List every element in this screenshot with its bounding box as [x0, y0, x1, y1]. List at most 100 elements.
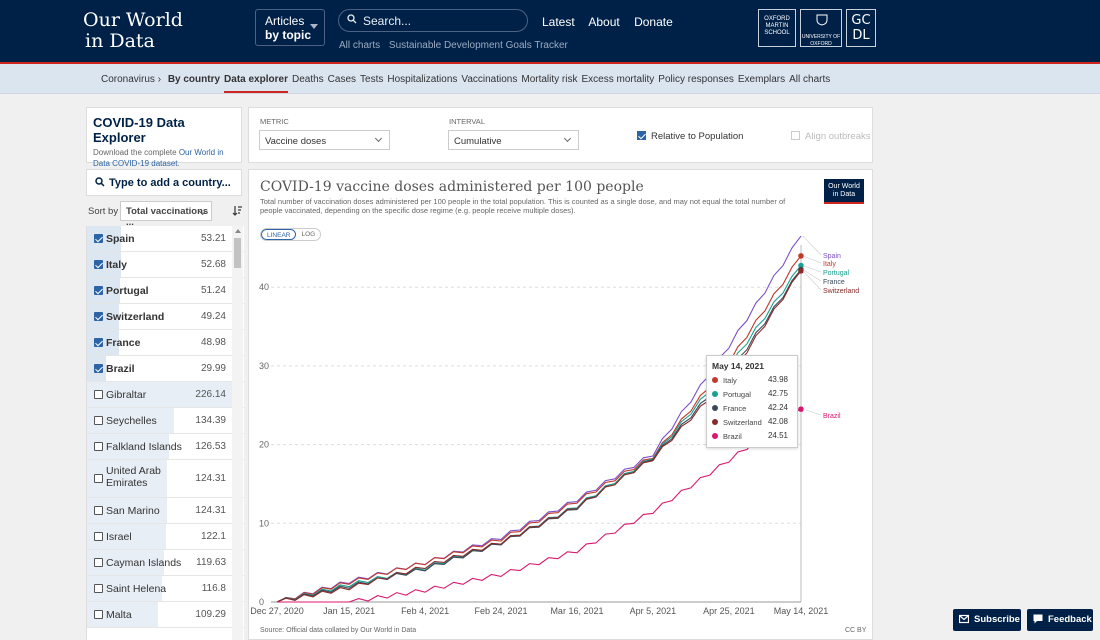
tooltip-series-name: Portugal — [723, 390, 751, 399]
country-name: Saint Helena — [106, 583, 167, 595]
checkbox-checked-icon[interactable] — [94, 286, 103, 295]
nav-about[interactable]: About — [588, 15, 620, 29]
series-end-label[interactable]: Spain — [823, 253, 841, 260]
checkbox-checked-icon[interactable] — [94, 234, 103, 243]
series-end-label[interactable]: Brazil — [823, 413, 841, 420]
checkbox-unchecked-icon[interactable] — [94, 558, 103, 567]
interval-select[interactable]: Cumulative — [448, 130, 579, 150]
gcdl-text: GC DL — [851, 13, 871, 43]
articles-by-topic-button[interactable]: Articles by topic — [255, 9, 325, 46]
scale-linear-button[interactable]: LINEAR — [261, 229, 297, 240]
subnav-item-by-country[interactable]: By country — [167, 74, 221, 85]
subnav-item-data-explorer[interactable]: Data explorer — [224, 74, 288, 93]
series-point-switzerland[interactable] — [798, 268, 804, 274]
add-country-search[interactable]: Type to add a country... — [86, 169, 242, 196]
country-row[interactable]: Portugal 51.24 — [87, 278, 244, 304]
subnav-item-all-charts[interactable]: All charts — [789, 74, 831, 85]
series-point-brazil[interactable] — [798, 406, 804, 412]
chevron-down-icon — [563, 134, 572, 143]
series-line-brazil[interactable] — [277, 408, 802, 603]
series-end-label[interactable]: Italy — [823, 261, 836, 268]
series-end-label[interactable]: Portugal — [823, 270, 850, 277]
series-end-label[interactable]: France — [823, 279, 845, 286]
subnav-item-policy-responses[interactable]: Policy responses — [658, 74, 734, 85]
sort-by-select[interactable]: Total vaccinations ... — [120, 201, 212, 228]
country-row[interactable]: Brazil 29.99 — [87, 356, 244, 382]
chart-license: CC BY — [845, 627, 867, 634]
country-row[interactable]: United Arab Emirates 124.31 — [87, 460, 244, 498]
metric-select[interactable]: Vaccine doses — [259, 130, 390, 150]
sdg-tracker-link[interactable]: Sustainable Development Goals Tracker — [388, 40, 568, 51]
nav-donate[interactable]: Donate — [634, 15, 673, 29]
series-point-italy[interactable] — [798, 253, 804, 259]
subnav-item-deaths[interactable]: Deaths — [291, 74, 324, 85]
checkbox-checked-icon[interactable] — [94, 338, 103, 347]
series-point-portugal[interactable] — [798, 262, 804, 269]
checkbox-unchecked-icon[interactable] — [94, 442, 103, 451]
align-outbreaks-checkbox[interactable]: Align outbreaks — [791, 131, 870, 142]
metric-value: Vaccine doses — [265, 136, 327, 147]
country-row[interactable]: Switzerland 49.24 — [87, 304, 244, 330]
checkbox-unchecked-icon[interactable] — [94, 474, 103, 483]
scale-toggle[interactable]: LINEAR LOG — [260, 228, 322, 241]
subnav-item-exemplars[interactable]: Exemplars — [737, 74, 786, 85]
subnav-coronavirus[interactable]: Coronavirus › — [101, 74, 162, 85]
checkbox-checked-icon[interactable] — [94, 364, 103, 373]
y-tick-label: 10 — [259, 518, 269, 528]
y-tick-label: 20 — [259, 440, 269, 450]
country-name: Brazil — [106, 363, 135, 375]
country-row[interactable]: Malta 109.29 — [87, 602, 244, 628]
checkbox-unchecked-icon[interactable] — [94, 390, 103, 399]
country-row[interactable]: Spain 53.21 — [87, 226, 244, 252]
checkbox-unchecked-icon[interactable] — [94, 506, 103, 515]
subnav-item-excess-mortality[interactable]: Excess mortality — [581, 74, 655, 85]
country-row[interactable]: Gibraltar 226.14 — [87, 382, 244, 408]
country-name: San Marino — [106, 505, 160, 517]
country-row[interactable]: Italy 52.68 — [87, 252, 244, 278]
scrollbar-thumb[interactable] — [234, 238, 241, 268]
site-search-input[interactable]: Search... — [338, 9, 528, 32]
country-row[interactable]: San Marino 124.31 — [87, 498, 244, 524]
nav-latest[interactable]: Latest — [542, 15, 575, 29]
checkbox-unchecked-icon[interactable] — [94, 416, 103, 425]
series-end-label[interactable]: Switzerland — [823, 288, 859, 295]
scale-log-button[interactable]: LOG — [301, 231, 316, 238]
scroll-up-icon[interactable] — [235, 229, 241, 233]
country-row[interactable]: Saint Helena 116.8 — [87, 576, 244, 602]
articles-label: Articles — [265, 14, 305, 28]
country-row[interactable]: France 48.98 — [87, 330, 244, 356]
subscribe-button[interactable]: Subscribe — [953, 609, 1021, 631]
country-name: Portugal — [106, 285, 149, 297]
country-row[interactable]: Cayman Islands 119.63 — [87, 550, 244, 576]
subnav-item-tests[interactable]: Tests — [360, 74, 384, 85]
country-list-scrollbar[interactable] — [232, 226, 243, 640]
country-row[interactable]: Falkland Islands 126.53 — [87, 434, 244, 460]
country-list[interactable]: Spain 53.21 Italy 52.68 Portugal 51.24 Switzer… — [86, 226, 244, 640]
country-row[interactable]: Seychelles 134.39 — [87, 408, 244, 434]
subnav-item-hospitalizations[interactable]: Hospitalizations — [387, 74, 458, 85]
owid-logo[interactable]: Our World in Data — [83, 10, 183, 52]
x-tick-label: Feb 24, 2021 — [475, 606, 528, 616]
country-row[interactable]: Israel 122.1 — [87, 524, 244, 550]
checkbox-unchecked-icon[interactable] — [94, 610, 103, 619]
checkbox-unchecked-icon — [791, 131, 800, 140]
search-icon — [347, 14, 357, 24]
checkbox-unchecked-icon[interactable] — [94, 584, 103, 593]
subnav-item-mortality-risk[interactable]: Mortality risk — [521, 74, 578, 85]
sort-order-icon[interactable] — [232, 205, 243, 216]
all-charts-link[interactable]: All charts — [339, 40, 381, 51]
badge-line-1: Our World — [828, 183, 860, 190]
checkbox-checked-icon[interactable] — [94, 312, 103, 321]
relative-to-population-checkbox[interactable]: Relative to Population — [637, 131, 743, 142]
tooltip-series-name: Switzerland — [723, 418, 762, 427]
feedback-button[interactable]: Feedback — [1027, 609, 1093, 631]
country-value: 116.8 — [201, 583, 226, 594]
checkbox-checked-icon[interactable] — [94, 260, 103, 269]
oxford-martin-logo: OXFORD MARTIN SCHOOL — [758, 9, 796, 47]
chart-subtitle: Total number of vaccination doses admini… — [260, 197, 786, 215]
checkbox-unchecked-icon[interactable] — [94, 532, 103, 541]
dataset-download-link[interactable]: Our World in Data COVID-19 dataset — [93, 148, 224, 168]
partner-logos[interactable]: OXFORD MARTIN SCHOOL UNIVERSITY OF OXFOR… — [758, 9, 876, 47]
subnav-item-vaccinations[interactable]: Vaccinations — [461, 74, 518, 85]
subnav-item-cases[interactable]: Cases — [327, 74, 357, 85]
